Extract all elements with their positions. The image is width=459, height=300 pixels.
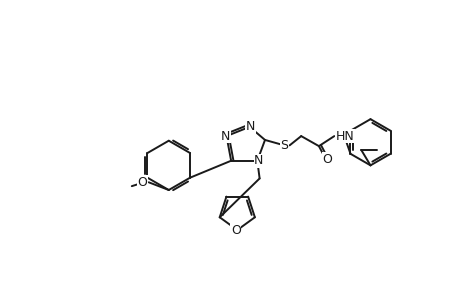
Text: S: S	[280, 139, 288, 152]
Text: HN: HN	[335, 130, 354, 142]
Text: O: O	[322, 153, 331, 166]
Text: N: N	[254, 154, 263, 167]
Text: N: N	[221, 130, 230, 142]
Text: O: O	[137, 176, 147, 189]
Text: N: N	[245, 120, 254, 134]
Text: O: O	[230, 224, 240, 236]
